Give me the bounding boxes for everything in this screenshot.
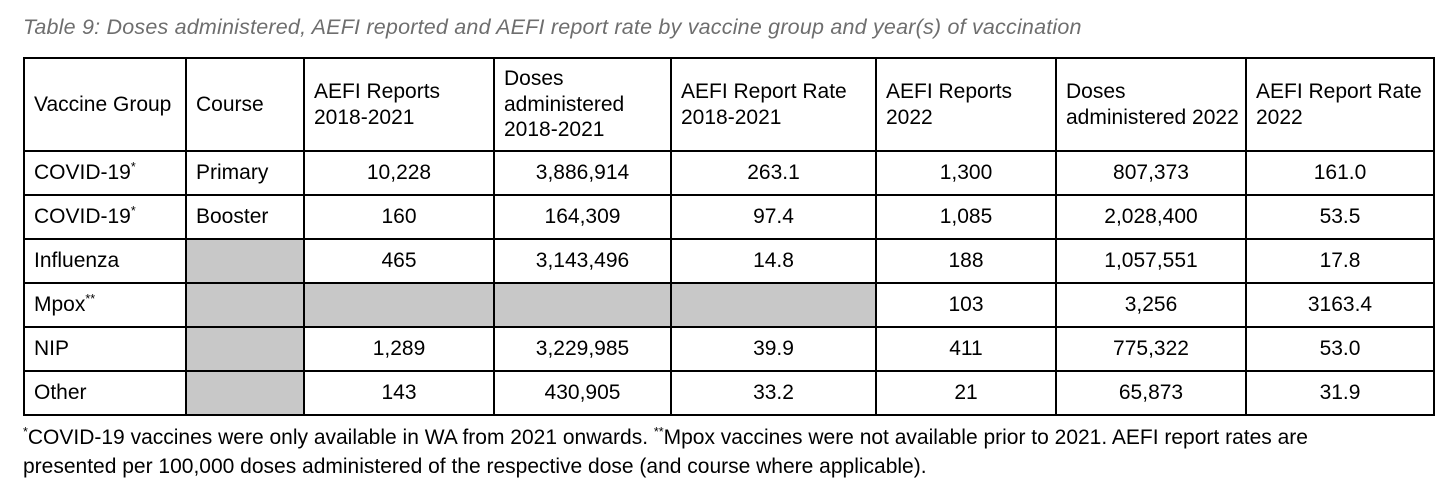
rate-2018-2021-cell: 14.8 [670,238,877,284]
course-cell-shaded [185,326,305,372]
rate-2022-cell: 31.9 [1245,370,1435,416]
header-doses-administered-2018-2021: Doses administered 2018-2021 [493,57,672,152]
doses-2022-cell: 65,873 [1055,370,1247,416]
rate-2018-2021-cell: 39.9 [670,326,877,372]
rate-2018-2021-cell-shaded [670,282,877,328]
course-cell: Primary [185,150,305,196]
doses-2018-2021-cell: 3,886,914 [493,150,672,196]
aefi-reports-2022-cell: 103 [875,282,1057,328]
doses-2022-cell: 1,057,551 [1055,238,1247,284]
vaccine-group-cell: Other [23,370,187,416]
doses-2018-2021-cell: 430,905 [493,370,672,416]
header-aefi-report-rate-2018-2021: AEFI Report Rate 2018-2021 [670,57,877,152]
course-cell: Booster [185,194,305,240]
table-row-other: Other 143 430,905 33.2 21 65,873 31.9 [23,370,1435,416]
vaccine-group-label: COVID-19 [34,205,131,228]
rate-2022-cell: 53.5 [1245,194,1435,240]
aefi-reports-2022-cell: 411 [875,326,1057,372]
rate-2018-2021-cell: 33.2 [670,370,877,416]
aefi-reports-2018-2021-cell: 465 [303,238,495,284]
vaccine-group-label: Influenza [34,249,120,272]
vaccine-group-cell: Mpox** [23,282,187,328]
table-row-mpox: Mpox** 103 3,256 3163.4 [23,282,1435,328]
page: Table 9: Doses administered, AEFI report… [23,15,1435,482]
header-aefi-reports-2018-2021: AEFI Reports 2018-2021 [303,57,495,152]
header-doses-administered-2022: Doses administered 2022 [1055,57,1247,152]
table-footnote: *COVID-19 vaccines were only available i… [23,423,1368,482]
footnote-marker-mpox: ** [653,425,664,439]
vaccine-group-cell: COVID-19* [23,194,187,240]
rate-2022-cell: 161.0 [1245,150,1435,196]
table-row-covid19-booster: COVID-19* Booster 160 164,309 97.4 1,085… [23,194,1435,240]
aefi-reports-2018-2021-cell: 10,228 [303,150,495,196]
doses-2018-2021-cell-shaded [493,282,672,328]
footnote-marker-covid: * [23,425,28,439]
table-row-nip: NIP 1,289 3,229,985 39.9 411 775,322 53.… [23,326,1435,372]
header-row: Vaccine Group Course AEFI Reports 2018-2… [23,57,1435,152]
aefi-reports-2018-2021-cell: 160 [303,194,495,240]
course-cell-shaded [185,282,305,328]
rate-2018-2021-cell: 263.1 [670,150,877,196]
table-caption: Table 9: Doses administered, AEFI report… [23,15,1082,39]
doses-2018-2021-cell: 164,309 [493,194,672,240]
vaccine-group-cell: COVID-19* [23,150,187,196]
footnote-text-mpox: Mpox vaccines were not available prior t… [23,426,1308,479]
doses-2022-cell: 775,322 [1055,326,1247,372]
aefi-reports-2022-cell: 21 [875,370,1057,416]
doses-2022-cell: 807,373 [1055,150,1247,196]
rate-2018-2021-cell: 97.4 [670,194,877,240]
aefi-reports-2022-cell: 188 [875,238,1057,284]
header-aefi-reports-2022: AEFI Reports 2022 [875,57,1057,152]
course-cell-shaded [185,238,305,284]
doses-2022-cell: 3,256 [1055,282,1247,328]
vaccine-group-cell: Influenza [23,238,187,284]
vaccine-group-label: Other [34,381,87,404]
footnote-marker: * [130,204,136,218]
aefi-data-table: Vaccine Group Course AEFI Reports 2018-2… [23,57,1435,416]
footnote-text-covid: COVID-19 vaccines were only available in… [27,426,654,449]
footnote-marker: ** [85,292,96,306]
rate-2022-cell: 17.8 [1245,238,1435,284]
aefi-reports-2022-cell: 1,300 [875,150,1057,196]
table-row-covid19-primary: COVID-19* Primary 10,228 3,886,914 263.1… [23,150,1435,196]
aefi-reports-2018-2021-cell: 1,289 [303,326,495,372]
vaccine-group-label: Mpox [34,293,86,316]
header-aefi-report-rate-2022: AEFI Report Rate 2022 [1245,57,1435,152]
aefi-reports-2018-2021-cell: 143 [303,370,495,416]
rate-2022-cell: 3163.4 [1245,282,1435,328]
doses-2018-2021-cell: 3,143,496 [493,238,672,284]
rate-2022-cell: 53.0 [1245,326,1435,372]
course-cell-shaded [185,370,305,416]
doses-2018-2021-cell: 3,229,985 [493,326,672,372]
aefi-reports-2018-2021-cell-shaded [303,282,495,328]
doses-2022-cell: 2,028,400 [1055,194,1247,240]
vaccine-group-label: COVID-19 [34,161,131,184]
header-course: Course [185,57,305,152]
vaccine-group-cell: NIP [23,326,187,372]
footnote-marker: * [130,160,136,174]
aefi-reports-2022-cell: 1,085 [875,194,1057,240]
table-row-influenza: Influenza 465 3,143,496 14.8 188 1,057,5… [23,238,1435,284]
vaccine-group-label: NIP [34,337,70,360]
header-vaccine-group: Vaccine Group [23,57,187,152]
